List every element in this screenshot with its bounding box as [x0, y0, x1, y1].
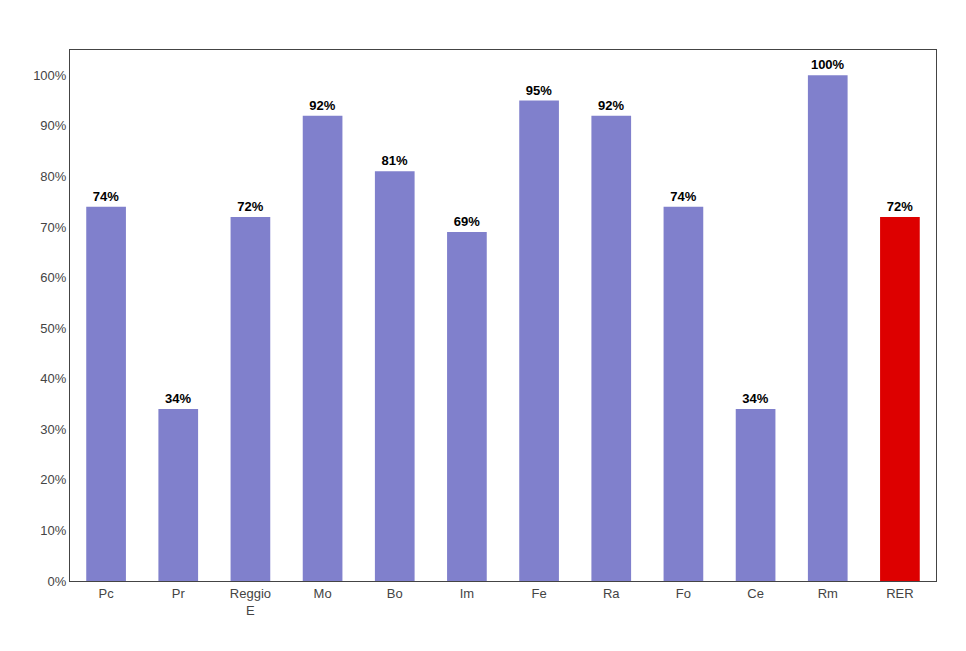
svg-text:ReggioE: ReggioE	[230, 586, 271, 618]
svg-text:81%: 81%	[382, 153, 408, 168]
svg-text:72%: 72%	[237, 199, 263, 214]
svg-text:70%: 70%	[40, 220, 66, 235]
svg-text:100%: 100%	[33, 68, 67, 83]
svg-text:Pr: Pr	[172, 586, 186, 601]
svg-text:30%: 30%	[40, 422, 66, 437]
svg-text:Rm: Rm	[818, 586, 838, 601]
svg-text:Fo: Fo	[676, 586, 691, 601]
svg-text:20%: 20%	[40, 472, 66, 487]
svg-text:Im: Im	[460, 586, 474, 601]
svg-text:Ce: Ce	[747, 586, 764, 601]
svg-text:90%: 90%	[40, 118, 66, 133]
svg-text:72%: 72%	[887, 199, 913, 214]
svg-text:95%: 95%	[526, 83, 552, 98]
svg-text:92%: 92%	[309, 98, 335, 113]
svg-text:0%: 0%	[48, 574, 67, 589]
svg-text:10%: 10%	[40, 523, 66, 538]
svg-text:69%: 69%	[454, 214, 480, 229]
svg-text:Mo: Mo	[314, 586, 332, 601]
svg-text:80%: 80%	[40, 169, 66, 184]
svg-text:Fe: Fe	[531, 586, 546, 601]
svg-text:34%: 34%	[165, 391, 191, 406]
svg-text:Pc: Pc	[98, 586, 114, 601]
svg-text:Ra: Ra	[603, 586, 620, 601]
svg-text:RER: RER	[886, 586, 913, 601]
svg-text:92%: 92%	[598, 98, 624, 113]
svg-text:Bo: Bo	[387, 586, 403, 601]
svg-text:34%: 34%	[742, 391, 768, 406]
svg-text:60%: 60%	[40, 270, 66, 285]
svg-text:40%: 40%	[40, 371, 66, 386]
svg-text:50%: 50%	[40, 321, 66, 336]
svg-text:74%: 74%	[93, 189, 119, 204]
svg-text:74%: 74%	[670, 189, 696, 204]
svg-text:100%: 100%	[811, 57, 845, 72]
